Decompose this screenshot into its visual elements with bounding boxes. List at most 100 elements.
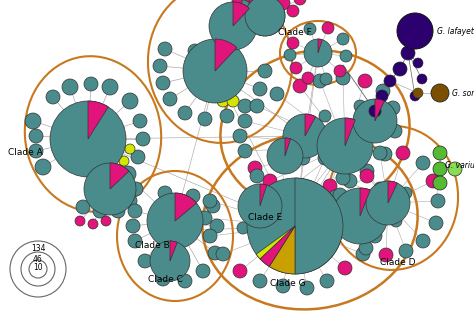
Circle shape — [339, 225, 351, 237]
Wedge shape — [215, 39, 237, 71]
Circle shape — [218, 46, 232, 60]
Text: 46: 46 — [33, 255, 43, 264]
Circle shape — [89, 177, 103, 191]
Circle shape — [25, 113, 41, 129]
Wedge shape — [305, 114, 316, 136]
Circle shape — [317, 118, 373, 174]
Circle shape — [46, 90, 60, 104]
Circle shape — [263, 174, 277, 188]
Circle shape — [102, 79, 118, 95]
Circle shape — [378, 147, 392, 161]
Circle shape — [374, 182, 386, 194]
Circle shape — [270, 87, 284, 101]
Circle shape — [304, 23, 316, 35]
Circle shape — [376, 84, 390, 98]
Circle shape — [336, 206, 350, 220]
Circle shape — [353, 154, 367, 168]
Circle shape — [358, 74, 372, 88]
Wedge shape — [110, 163, 129, 189]
Circle shape — [29, 129, 43, 143]
Circle shape — [209, 2, 257, 50]
Circle shape — [354, 100, 366, 112]
Circle shape — [276, 0, 290, 10]
Circle shape — [376, 90, 388, 102]
Circle shape — [123, 194, 137, 208]
Circle shape — [113, 144, 123, 154]
Text: G. lafayetii: G. lafayetii — [437, 27, 474, 36]
Text: Clade E: Clade E — [248, 213, 282, 222]
Circle shape — [304, 39, 332, 67]
Circle shape — [302, 72, 314, 84]
Circle shape — [379, 248, 393, 262]
Wedge shape — [360, 188, 370, 216]
Circle shape — [276, 279, 290, 293]
Wedge shape — [295, 178, 343, 274]
Circle shape — [62, 79, 78, 95]
Circle shape — [216, 247, 230, 261]
Circle shape — [206, 199, 220, 213]
Circle shape — [126, 219, 140, 233]
Circle shape — [238, 114, 252, 128]
Circle shape — [433, 176, 447, 190]
Circle shape — [247, 178, 343, 274]
Circle shape — [183, 39, 247, 103]
Circle shape — [300, 281, 314, 295]
Wedge shape — [88, 101, 109, 139]
Circle shape — [244, 0, 256, 2]
Circle shape — [71, 110, 85, 124]
Circle shape — [198, 211, 212, 225]
Circle shape — [338, 261, 352, 275]
Circle shape — [35, 159, 51, 175]
Circle shape — [303, 184, 317, 198]
Wedge shape — [175, 193, 197, 221]
Circle shape — [249, 0, 261, 9]
Circle shape — [76, 200, 90, 214]
Circle shape — [10, 241, 66, 297]
Text: Clade D: Clade D — [380, 258, 416, 267]
Circle shape — [319, 110, 331, 122]
Circle shape — [208, 246, 222, 260]
Text: Clade F: Clade F — [278, 28, 312, 37]
Circle shape — [233, 129, 247, 143]
Circle shape — [343, 174, 357, 188]
Circle shape — [370, 187, 384, 201]
Wedge shape — [375, 99, 384, 121]
Wedge shape — [345, 118, 356, 146]
Circle shape — [178, 106, 192, 120]
Circle shape — [84, 77, 98, 91]
Text: 10: 10 — [33, 263, 43, 272]
Circle shape — [327, 125, 339, 137]
Circle shape — [333, 188, 347, 202]
Circle shape — [373, 209, 387, 223]
Circle shape — [410, 91, 420, 101]
Circle shape — [239, 0, 251, 12]
Circle shape — [210, 219, 224, 233]
Circle shape — [233, 264, 247, 278]
Circle shape — [128, 234, 142, 248]
Circle shape — [283, 181, 297, 195]
Circle shape — [386, 101, 400, 115]
Circle shape — [293, 79, 307, 93]
Circle shape — [120, 166, 136, 182]
Circle shape — [50, 101, 126, 177]
Circle shape — [99, 114, 113, 128]
Circle shape — [287, 5, 299, 17]
Circle shape — [413, 88, 423, 98]
Circle shape — [356, 247, 370, 261]
Text: Clade B: Clade B — [135, 241, 170, 250]
Circle shape — [250, 99, 264, 113]
Circle shape — [153, 59, 167, 73]
Circle shape — [320, 73, 332, 85]
Circle shape — [188, 44, 202, 58]
Circle shape — [294, 0, 306, 5]
Circle shape — [384, 75, 396, 87]
Circle shape — [287, 37, 299, 49]
Circle shape — [323, 179, 337, 193]
Circle shape — [227, 95, 239, 107]
Text: Clade A: Clade A — [8, 148, 43, 157]
Circle shape — [258, 64, 272, 78]
Circle shape — [111, 204, 125, 218]
Circle shape — [431, 84, 449, 102]
Wedge shape — [170, 241, 177, 261]
Circle shape — [128, 204, 142, 218]
